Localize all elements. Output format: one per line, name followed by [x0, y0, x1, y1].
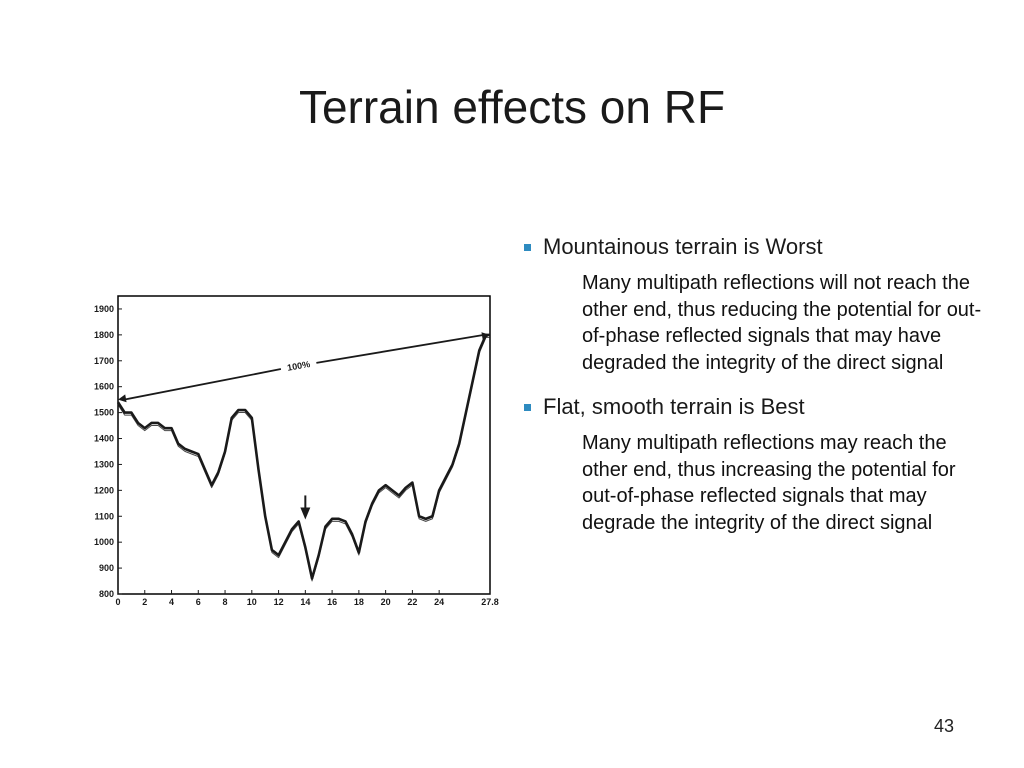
terrain-profile-shadow-line [117, 336, 490, 582]
x-tick-label: 2 [142, 597, 147, 607]
x-tick-label: 27.8 [481, 597, 499, 607]
bullet-item-mountainous: Mountainous terrain is Worst [520, 232, 990, 262]
slide-number: 43 [933, 716, 954, 736]
bullet-title: Mountainous terrain is Worst [543, 234, 823, 259]
y-tick-label: 1300 [94, 459, 114, 469]
bullet-title: Flat, smooth terrain is Best [543, 394, 805, 419]
direct-path-line [316, 333, 485, 364]
y-tick-label: 1500 [94, 408, 114, 418]
x-tick-label: 18 [354, 597, 364, 607]
bullet-list: Mountainous terrain is Worst Many multip… [520, 232, 990, 552]
y-tick-label: 1600 [94, 382, 114, 392]
x-tick-label: 20 [381, 597, 391, 607]
x-tick-label: 10 [247, 597, 257, 607]
y-tick-label: 1200 [94, 485, 114, 495]
y-tick-label: 1400 [94, 434, 114, 444]
arrowhead-icon [118, 394, 127, 403]
down-arrow-icon [300, 507, 311, 520]
y-tick-label: 1000 [94, 537, 114, 547]
slide-title: Terrain effects on RF [298, 81, 726, 133]
x-tick-label: 4 [169, 597, 174, 607]
plot-frame [117, 295, 491, 595]
x-tick-label: 8 [223, 597, 228, 607]
x-tick-label: 16 [327, 597, 337, 607]
square-bullet-icon [524, 404, 531, 411]
arrowhead-icon [481, 332, 490, 341]
direct-path-line [123, 368, 282, 401]
y-tick-label: 1700 [94, 356, 114, 366]
y-tick-label: 1100 [94, 511, 114, 521]
y-tick-label: 900 [99, 563, 114, 573]
terrain-profile-line [116, 333, 490, 580]
path-percent-label: 100% [286, 359, 310, 373]
bullet-body: Many multipath reflections may reach the… [582, 432, 956, 534]
terrain-chart-svg: 800 900 1000 1100 1200 1300 1400 1500 1600 1700 18… [94, 295, 499, 607]
x-tick-label: 6 [196, 597, 201, 607]
x-tick-label: 22 [407, 597, 417, 607]
x-tick-label: 12 [274, 597, 284, 607]
y-tick-label: 800 [99, 589, 114, 599]
y-tick-label: 1900 [94, 304, 114, 314]
square-bullet-icon [524, 244, 531, 251]
terrain-profile-chart: 800 900 1000 1100 1200 1300 1400 1500 1600 1700 18… [80, 290, 500, 610]
x-tick-label: 24 [434, 597, 444, 607]
x-tick-label: 0 [115, 597, 120, 607]
bullet-item-flat: Flat, smooth terrain is Best [520, 392, 990, 422]
bullet-body: Many multipath reflections will not reac… [582, 272, 982, 374]
y-tick-label: 1800 [94, 330, 114, 340]
x-tick-label: 14 [300, 597, 310, 607]
